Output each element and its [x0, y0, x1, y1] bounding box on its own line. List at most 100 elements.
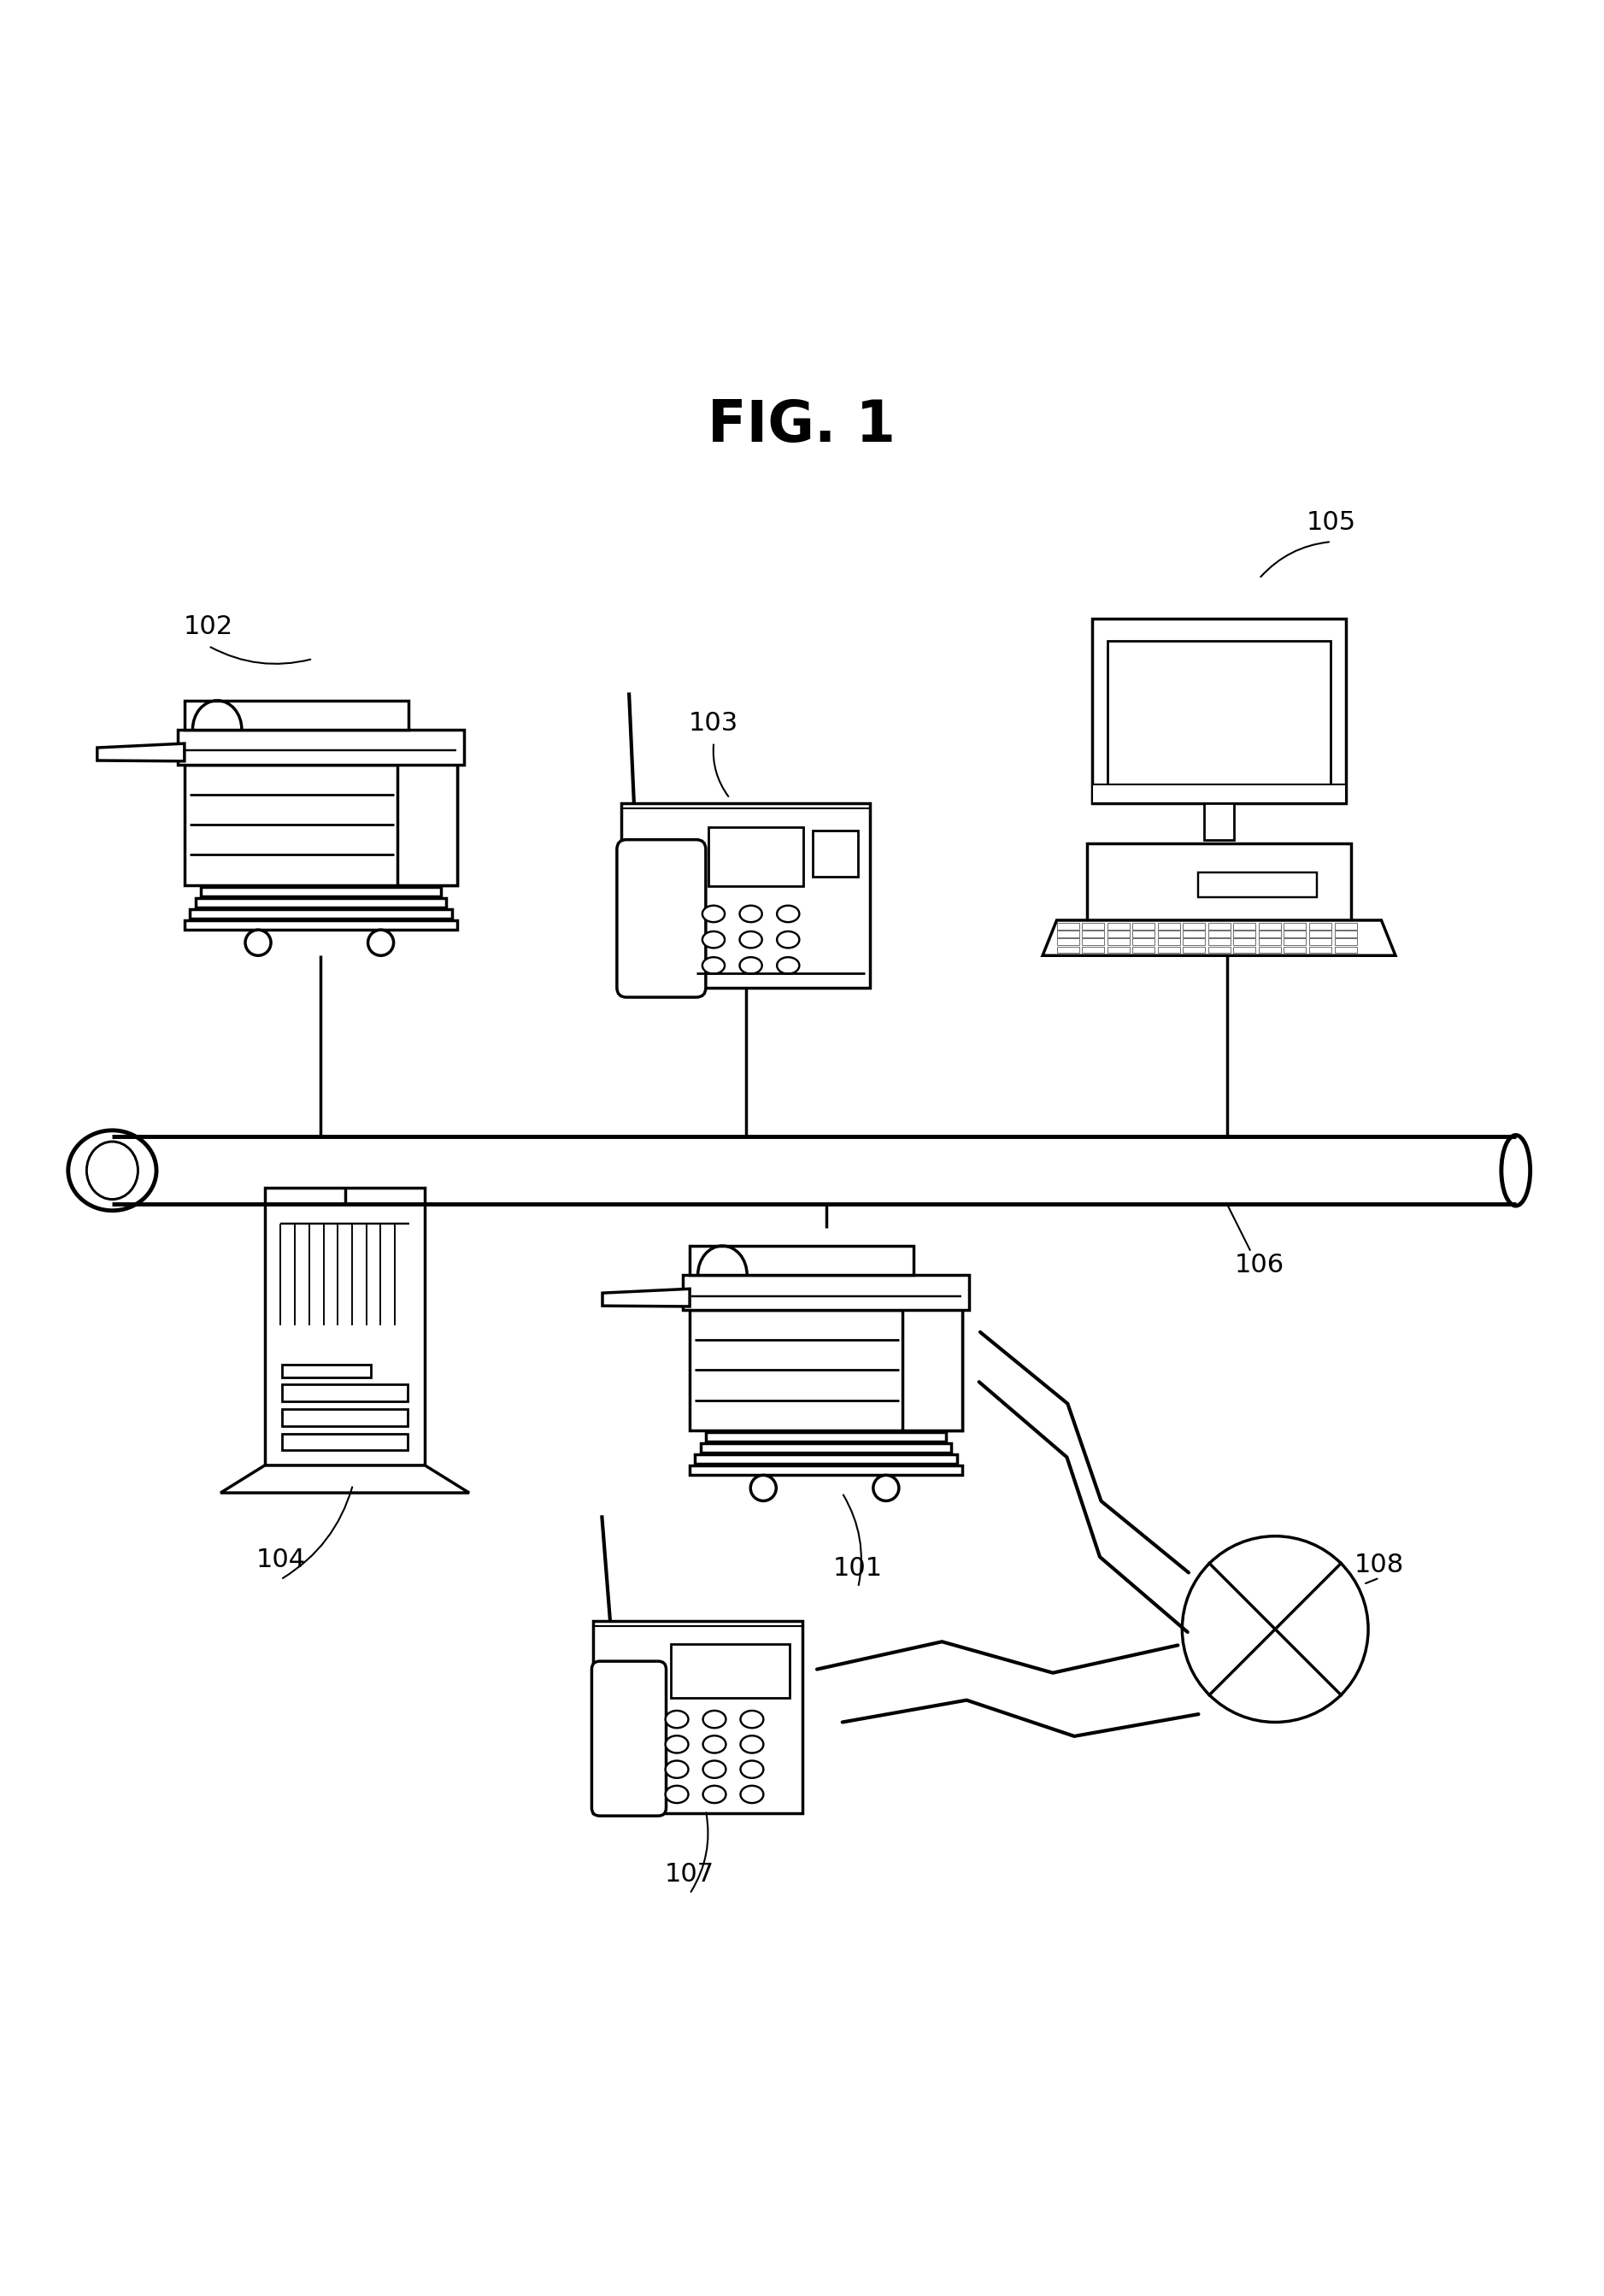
Bar	[1107, 923, 1129, 930]
Ellipse shape	[703, 1786, 727, 1802]
Bar	[265, 1187, 425, 1465]
Ellipse shape	[703, 932, 725, 948]
Bar	[1107, 641, 1331, 788]
Bar	[1107, 946, 1129, 953]
Bar	[1107, 930, 1129, 937]
Bar	[1182, 923, 1205, 930]
Text: 101: 101	[834, 1557, 882, 1580]
FancyBboxPatch shape	[592, 1662, 666, 1816]
Bar	[1233, 930, 1256, 937]
Text: 107: 107	[666, 1862, 714, 1887]
Bar	[1283, 946, 1306, 953]
Bar	[690, 1465, 962, 1476]
Bar	[690, 1311, 962, 1430]
Ellipse shape	[741, 1786, 764, 1802]
Bar	[1107, 939, 1129, 946]
Ellipse shape	[741, 1761, 764, 1777]
Bar	[621, 804, 869, 987]
Ellipse shape	[703, 1711, 727, 1729]
Bar	[1203, 804, 1235, 840]
Ellipse shape	[666, 1711, 688, 1729]
Text: 104: 104	[257, 1548, 305, 1573]
Bar	[1309, 923, 1331, 930]
Bar	[813, 831, 858, 877]
Bar	[1335, 939, 1357, 946]
Text: 103: 103	[688, 709, 739, 735]
Text: 102: 102	[184, 615, 233, 638]
Circle shape	[751, 1476, 776, 1502]
Bar	[196, 898, 446, 907]
Bar	[1259, 923, 1282, 930]
Bar	[1158, 946, 1181, 953]
Ellipse shape	[741, 1736, 764, 1752]
Bar	[1335, 946, 1357, 953]
Bar	[184, 765, 457, 884]
Circle shape	[1182, 1536, 1368, 1722]
Bar	[1158, 930, 1181, 937]
Polygon shape	[603, 1288, 690, 1306]
Text: 108: 108	[1354, 1552, 1405, 1577]
Ellipse shape	[703, 957, 725, 974]
Bar	[709, 827, 804, 886]
Bar	[1208, 939, 1230, 946]
Bar	[282, 1433, 407, 1451]
Text: FIG. 1: FIG. 1	[707, 397, 897, 455]
Bar	[1233, 939, 1256, 946]
Bar	[1182, 939, 1205, 946]
Bar	[1083, 923, 1104, 930]
Ellipse shape	[703, 1761, 727, 1777]
Bar	[1335, 930, 1357, 937]
Bar	[282, 1410, 407, 1426]
Polygon shape	[220, 1465, 468, 1492]
Ellipse shape	[739, 932, 762, 948]
Bar	[695, 1453, 958, 1465]
Bar	[690, 1247, 913, 1274]
Ellipse shape	[87, 1141, 138, 1199]
Bar	[903, 1279, 962, 1430]
Bar	[701, 1444, 951, 1453]
Bar	[184, 921, 457, 930]
Bar	[1198, 872, 1317, 898]
Bar	[1208, 930, 1230, 937]
Bar	[1309, 939, 1331, 946]
Bar	[1182, 930, 1205, 937]
Text: 105: 105	[1307, 510, 1355, 535]
Bar	[189, 909, 452, 918]
Bar	[706, 1433, 946, 1442]
Bar	[1088, 843, 1351, 928]
Bar	[178, 730, 464, 765]
Polygon shape	[1043, 921, 1395, 955]
Bar	[1208, 923, 1230, 930]
Bar	[1132, 939, 1155, 946]
Bar	[1057, 930, 1079, 937]
Bar	[1132, 923, 1155, 930]
Ellipse shape	[666, 1786, 688, 1802]
Ellipse shape	[1501, 1134, 1530, 1205]
Bar	[1158, 939, 1181, 946]
Bar	[1259, 946, 1282, 953]
Ellipse shape	[739, 957, 762, 974]
Bar	[1233, 923, 1256, 930]
Bar	[1309, 946, 1331, 953]
Bar	[1057, 923, 1079, 930]
Ellipse shape	[666, 1736, 688, 1752]
Ellipse shape	[703, 1736, 727, 1752]
Bar	[1092, 785, 1346, 804]
Bar	[398, 732, 457, 884]
Bar	[1208, 946, 1230, 953]
Circle shape	[367, 930, 393, 955]
Bar	[1182, 946, 1205, 953]
Circle shape	[873, 1476, 898, 1502]
Bar	[1309, 930, 1331, 937]
Bar	[1083, 939, 1104, 946]
Bar	[184, 700, 407, 730]
Ellipse shape	[69, 1130, 157, 1210]
Bar	[1259, 939, 1282, 946]
Bar	[1283, 939, 1306, 946]
Bar	[593, 1621, 802, 1814]
Text: 106: 106	[1235, 1254, 1283, 1277]
Bar	[683, 1274, 969, 1311]
Ellipse shape	[741, 1711, 764, 1729]
Bar	[282, 1384, 407, 1401]
Ellipse shape	[703, 905, 725, 923]
